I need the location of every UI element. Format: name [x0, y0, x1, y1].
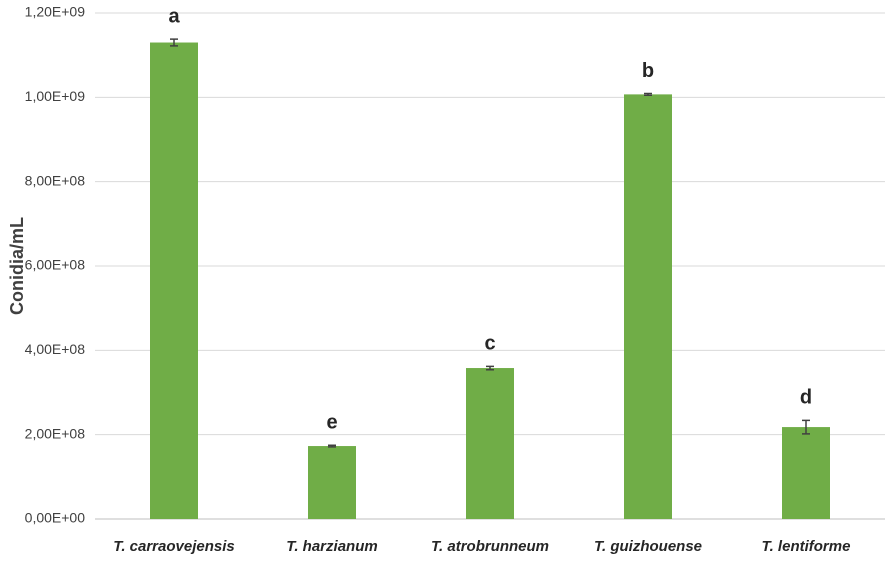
x-tick-label: T. lentiforme: [762, 538, 851, 555]
y-tick-label: 1,20E+09: [25, 4, 86, 20]
annotation: b: [642, 60, 654, 82]
bar: [308, 446, 356, 519]
annotation: d: [800, 387, 812, 409]
error-bar: [170, 38, 178, 47]
y-tick-label: 1,00E+09: [25, 88, 86, 104]
annotation: a: [168, 5, 180, 27]
bar: [624, 94, 672, 520]
bar: [466, 368, 514, 519]
error-bar: [644, 92, 652, 96]
x-tick-label: T. carraovejensis: [113, 538, 234, 555]
x-tick-label: T. harzianum: [286, 538, 377, 555]
error-bar: [802, 419, 810, 435]
error-bar: [328, 444, 336, 448]
y-tick-label: 0,00E+00: [25, 510, 86, 526]
x-tick-label: T. atrobrunneum: [431, 538, 549, 555]
bar: [782, 427, 830, 519]
y-tick-label: 8,00E+08: [25, 172, 86, 188]
y-axis-label: Conidia/mL: [7, 217, 27, 315]
x-tick-label: T. guizhouense: [594, 538, 702, 555]
y-tick-label: 6,00E+08: [25, 257, 86, 273]
error-bar: [486, 365, 494, 371]
annotation: c: [484, 333, 495, 355]
bar: [150, 42, 198, 520]
y-tick-label: 2,00E+08: [25, 425, 86, 441]
y-tick-label: 4,00E+08: [25, 341, 86, 357]
annotation: e: [326, 411, 337, 433]
